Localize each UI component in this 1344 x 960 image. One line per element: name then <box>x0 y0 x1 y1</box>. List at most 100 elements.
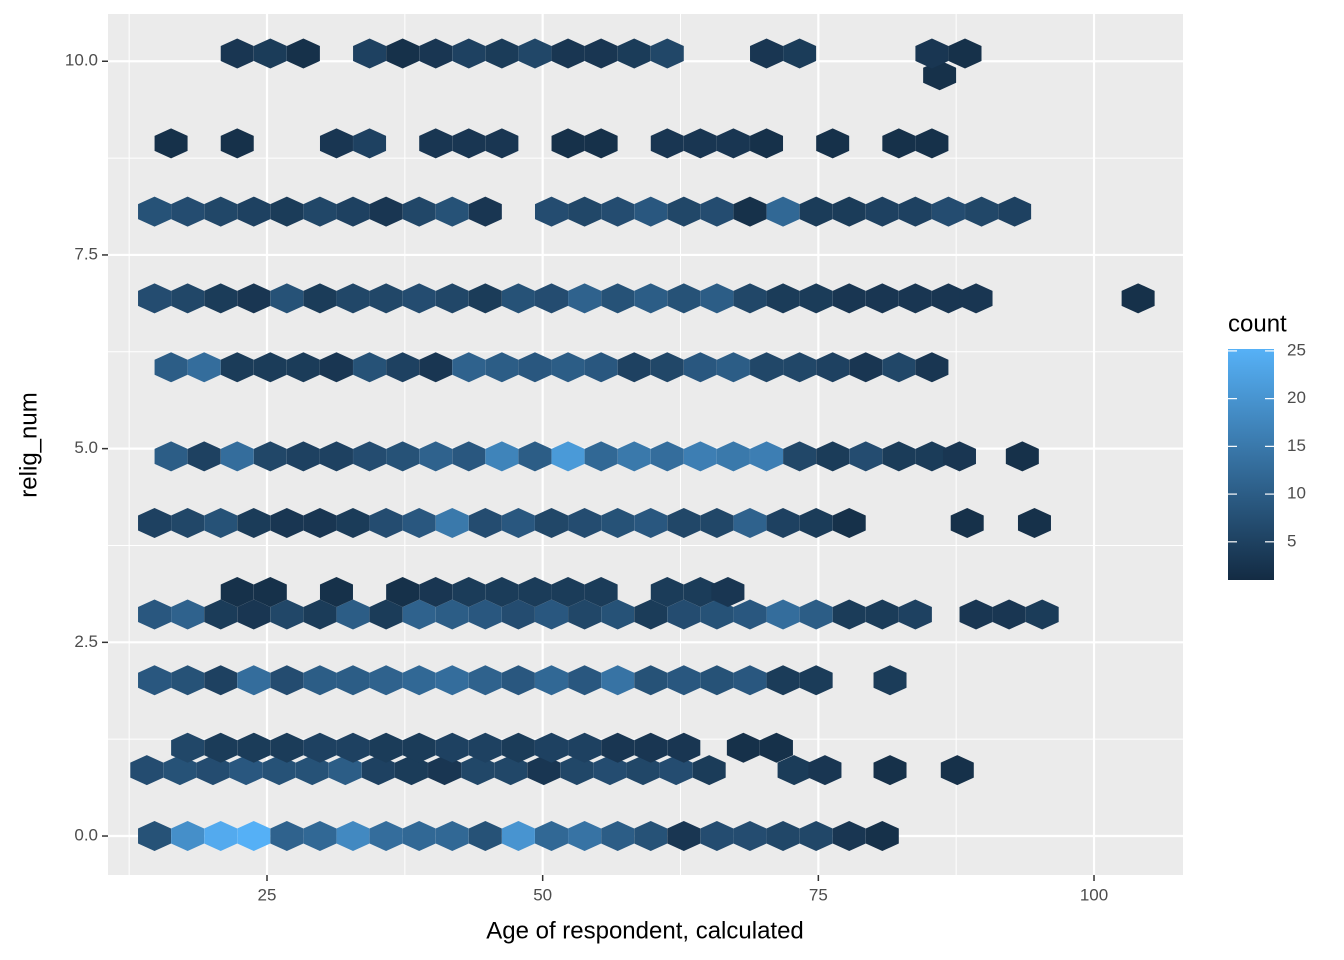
hexbin <box>865 196 899 227</box>
hexbin <box>204 821 238 852</box>
hexbin <box>766 821 800 852</box>
hexbin <box>501 821 535 852</box>
hexbin <box>303 599 337 630</box>
hexbin <box>667 599 701 630</box>
hexbin <box>816 441 850 472</box>
legend-title: count <box>1228 310 1287 337</box>
hexbin <box>163 755 197 786</box>
hexbin <box>461 755 495 786</box>
hexbin <box>171 196 205 227</box>
hexbin <box>617 38 651 69</box>
hexbin <box>435 196 469 227</box>
hexbin <box>534 599 568 630</box>
hexbin <box>568 196 602 227</box>
hexbin <box>634 196 668 227</box>
hexbin <box>518 441 552 472</box>
hexbin <box>915 441 949 472</box>
hexbin <box>683 441 717 472</box>
hexbin <box>204 665 238 696</box>
hexbin <box>485 441 519 472</box>
hexbin <box>369 665 403 696</box>
hexbin <box>220 38 254 69</box>
colorbar-label: 20 <box>1287 388 1306 407</box>
hexbin <box>560 755 594 786</box>
hexbin <box>849 441 883 472</box>
hexbin <box>777 755 811 786</box>
hexbin <box>601 821 635 852</box>
hexbin <box>204 283 238 314</box>
hexbin <box>435 508 469 539</box>
hexbin <box>617 441 651 472</box>
hexbin <box>353 441 387 472</box>
hexbin <box>518 352 552 383</box>
hexbin <box>220 441 254 472</box>
hexbin <box>527 755 561 786</box>
hexbin <box>220 576 254 607</box>
hexbin <box>700 821 734 852</box>
hexbin <box>204 599 238 630</box>
hexbin <box>733 283 767 314</box>
hexbin <box>832 821 866 852</box>
hexbin <box>419 352 453 383</box>
hexbin <box>270 508 304 539</box>
colorbar-label: 25 <box>1287 340 1306 359</box>
hexbin <box>551 441 585 472</box>
hexbin <box>138 196 172 227</box>
hexbin <box>138 665 172 696</box>
hexbin <box>667 196 701 227</box>
hexbin <box>353 352 387 383</box>
hexbin <box>940 755 974 786</box>
hexbin <box>196 755 230 786</box>
hexbin <box>286 38 320 69</box>
hexbin <box>452 38 486 69</box>
hexbin <box>799 599 833 630</box>
hexbin <box>865 599 899 630</box>
hexbin <box>402 508 436 539</box>
hexbin <box>386 441 420 472</box>
y-tick-label: 7.5 <box>74 244 98 263</box>
hexbin <box>270 196 304 227</box>
y-tick-label: 0.0 <box>74 826 98 845</box>
hexbin <box>336 508 370 539</box>
hexbin <box>402 283 436 314</box>
hexbin <box>154 352 188 383</box>
hexbin <box>171 283 205 314</box>
hexbin <box>534 508 568 539</box>
hexbin <box>319 441 353 472</box>
hexbin <box>950 508 984 539</box>
hexbin <box>733 821 767 852</box>
hexbin <box>750 352 784 383</box>
hexbin <box>799 283 833 314</box>
hexbin <box>328 755 362 786</box>
hexbin <box>959 283 993 314</box>
hexbin <box>468 599 502 630</box>
hexbin <box>187 441 221 472</box>
hexbin <box>394 755 428 786</box>
hexbin <box>369 196 403 227</box>
hexbin <box>171 665 205 696</box>
hexbin <box>154 128 188 159</box>
hexbin <box>832 599 866 630</box>
hexbin <box>303 508 337 539</box>
hexbin <box>634 665 668 696</box>
hexbin <box>799 508 833 539</box>
hexbin <box>799 196 833 227</box>
hexbin <box>882 441 916 472</box>
hexbin <box>568 283 602 314</box>
hexbin <box>783 441 817 472</box>
hexbin <box>468 508 502 539</box>
hexbin <box>138 599 172 630</box>
hexbin <box>353 128 387 159</box>
hexbin <box>270 665 304 696</box>
hexbin <box>237 508 271 539</box>
hexbin <box>237 196 271 227</box>
hexbin <box>766 508 800 539</box>
hexbin <box>171 821 205 852</box>
hexbin <box>667 732 701 763</box>
hexbin <box>501 665 535 696</box>
hexbin <box>601 283 635 314</box>
hexbin <box>766 283 800 314</box>
hexbin <box>286 352 320 383</box>
hexbin <box>634 599 668 630</box>
